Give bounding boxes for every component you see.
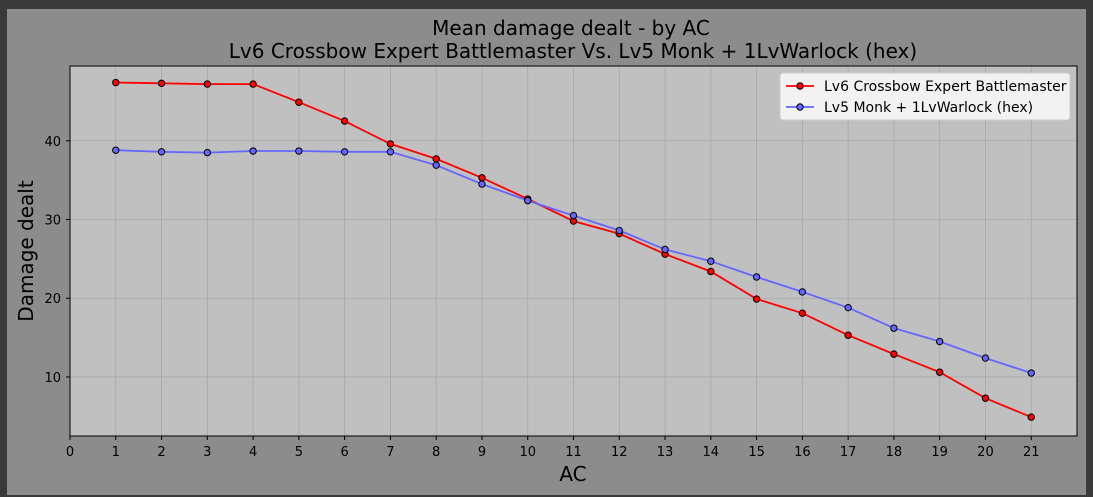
x-tick-label: 4 — [249, 445, 257, 460]
x-tick-label: 5 — [295, 445, 303, 460]
x-tick-label: 12 — [611, 445, 628, 460]
series-1-point — [432, 155, 440, 163]
series-1-point — [752, 295, 761, 303]
legend: Lv6 Crossbow Expert Battlemaster Lv5 Monk… — [779, 72, 1071, 121]
series-1-point — [1027, 413, 1035, 421]
y-tick-label: 10 — [44, 371, 61, 386]
series-2-point — [844, 303, 852, 312]
series-1-point — [935, 368, 944, 376]
series-1-point — [157, 79, 166, 88]
legend-marker-1 — [796, 82, 804, 90]
series-2-point — [432, 161, 440, 169]
y-tick-label: 30 — [44, 214, 61, 229]
x-tick-label: 3 — [203, 445, 211, 460]
x-tick-label: 10 — [519, 445, 536, 460]
legend-label-1: Lv6 Crossbow Expert Battlemaster — [824, 79, 1067, 95]
x-tick-label: 2 — [157, 445, 165, 460]
series-2-point — [752, 273, 761, 281]
series-1-point — [386, 140, 395, 148]
legend-label-2: Lv5 Monk + 1LvWarlock (hex) — [824, 100, 1033, 116]
series-2-point — [112, 146, 120, 154]
x-tick-label: 19 — [931, 445, 948, 460]
x-tick-label: 16 — [794, 445, 811, 460]
chart-title: Mean damage dealt - by AC — [432, 16, 710, 40]
x-tick-label: 0 — [66, 445, 74, 460]
x-axis-label: AC — [559, 462, 586, 486]
x-tick-label: 8 — [432, 445, 440, 460]
series-2-point — [157, 148, 166, 156]
series-2-point — [386, 148, 395, 156]
series-2-point — [798, 288, 807, 296]
y-tick-label: 20 — [44, 292, 61, 307]
x-tick-label: 1 — [112, 445, 120, 460]
x-tick-label: 9 — [478, 445, 486, 460]
series-1-point — [112, 78, 120, 87]
series-2-point — [935, 337, 944, 346]
series-2-point — [981, 354, 990, 362]
series-2-point — [569, 211, 578, 220]
series-1-point — [844, 331, 852, 339]
series-2-point — [203, 148, 212, 157]
series-1-point — [798, 309, 807, 317]
series-1-point — [340, 117, 349, 125]
series-2-point — [1027, 369, 1035, 377]
series-markers — [112, 78, 1035, 421]
series-2-point — [890, 324, 898, 332]
legend-marker-2 — [796, 103, 804, 111]
x-tick-label: 13 — [657, 445, 674, 460]
y-tick-labels: 10 20 30 40 — [44, 135, 70, 386]
x-tick-label: 21 — [1023, 445, 1040, 460]
x-tick-label: 7 — [386, 445, 394, 460]
x-tick-label: 6 — [340, 445, 348, 460]
y-tick-label: 40 — [44, 135, 61, 150]
series-1-point — [478, 174, 486, 182]
series-2-point — [295, 147, 303, 155]
series-1-point — [890, 350, 898, 358]
series-2-point — [340, 148, 349, 156]
series-1-point — [203, 80, 212, 88]
series-2-point — [249, 147, 257, 155]
series-2-point — [615, 226, 623, 235]
series-2-point — [478, 180, 486, 188]
x-tick-label: 18 — [886, 445, 903, 460]
series-1-point — [295, 98, 303, 106]
y-axis-label: Damage dealt — [14, 180, 38, 322]
x-tick-label: 15 — [748, 445, 765, 460]
series-1-point — [249, 80, 257, 88]
legend-box — [779, 72, 1071, 121]
chart-subtitle: Lv6 Crossbow Expert Battlemaster Vs. Lv5… — [229, 39, 917, 63]
x-tick-labels: 0 1 2 3 4 5 6 7 8 9 10 11 12 13 14 15 16 17 18 19 20 21 — [66, 436, 1040, 460]
series-2-point — [707, 257, 715, 265]
x-tick-label: 17 — [840, 445, 857, 460]
x-tick-label: 14 — [703, 445, 720, 460]
series-2-point — [661, 245, 669, 254]
x-tick-label: 20 — [977, 445, 994, 460]
x-tick-label: 11 — [565, 445, 582, 460]
series-1-point — [981, 394, 990, 402]
series-1-point — [707, 267, 715, 276]
series-2-point — [524, 196, 532, 205]
